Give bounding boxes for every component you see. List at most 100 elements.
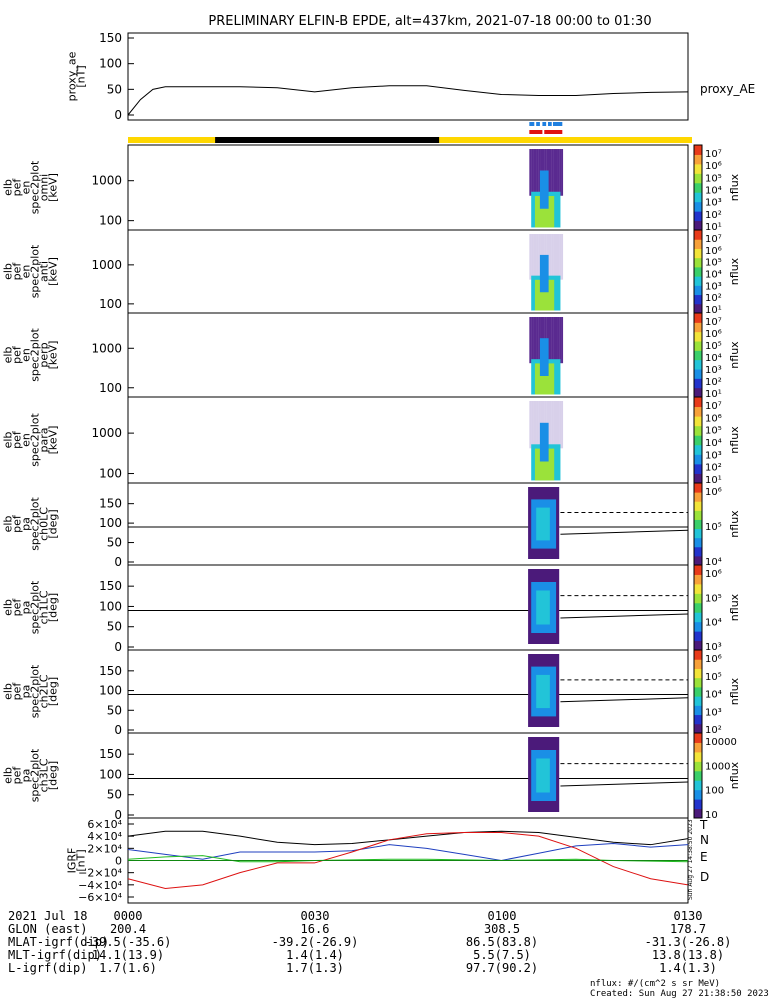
proxy-ae-line <box>127 85 689 116</box>
tick-label: 0 <box>114 640 122 654</box>
axis-label-line: [nT] <box>75 65 88 87</box>
colorbar-tick: 10³ <box>705 642 722 653</box>
colorbar-tick: 10⁶ <box>705 487 722 498</box>
colorbar-segment <box>694 574 702 585</box>
colorbar-tick: 1000 <box>705 761 730 772</box>
colorbar-tick: 10¹ <box>705 475 722 486</box>
spectrogram-cell <box>534 401 537 449</box>
axis-label-line: proxy_ae <box>66 51 79 101</box>
tick-label: 0 <box>114 108 122 122</box>
page-title: PRELIMINARY ELFIN-B EPDE, alt=437km, 202… <box>208 14 651 29</box>
axis-label-line: pef <box>11 682 24 701</box>
axis-label-line: spec2plot <box>29 160 42 214</box>
spectrogram-cell <box>549 234 552 280</box>
spectrogram-anti <box>529 234 564 311</box>
axis-label-line: [deg] <box>47 593 60 622</box>
colorbar-tick: 10⁴ <box>705 353 722 364</box>
component-label-N: N <box>700 833 709 847</box>
axis-label-line: pef <box>11 766 24 785</box>
colorbar-segment <box>694 733 702 743</box>
colorbar-tick: 10² <box>705 463 722 474</box>
colorbar-label: nflux <box>728 257 741 285</box>
axis-label-line: en <box>20 181 33 195</box>
footer-row-value: 13.8(13.8) <box>652 948 724 962</box>
tick-label: 100 <box>99 297 122 311</box>
colorbar-segment <box>694 621 702 632</box>
tick-label: 100 <box>99 57 122 71</box>
colorbar-segment <box>694 192 702 203</box>
colorbar-ch2LC <box>693 649 703 734</box>
axis-label-line: pef <box>11 345 24 364</box>
colorbar-frame <box>693 732 703 819</box>
spectrogram-cell <box>534 279 555 311</box>
spectrogram-cell <box>536 401 539 449</box>
science-zone-marker <box>536 122 540 126</box>
science-zone-marker <box>529 122 535 126</box>
spectrogram-cell <box>533 234 536 280</box>
loss-cone-line <box>560 613 689 619</box>
tick-label: 50 <box>107 82 122 96</box>
colorbar-segment <box>694 519 702 530</box>
colorbar-tick: 10³ <box>705 365 722 376</box>
colorbar-tick: 10³ <box>705 450 722 461</box>
spectrogram-cell <box>539 422 549 462</box>
spectrogram-cell <box>536 317 539 364</box>
spectrogram-cell <box>557 401 560 449</box>
colorbar-segment <box>694 742 702 753</box>
tick-label: 100 <box>99 467 122 481</box>
colorbar-segment <box>694 416 702 427</box>
colorbar-tick: 10⁶ <box>705 654 722 665</box>
colorbar-tick: 10⁶ <box>705 569 722 580</box>
axis-label-line: en <box>20 433 33 447</box>
colorbar-segment <box>694 303 702 314</box>
footer-row-value: 97.7(90.2) <box>466 961 538 975</box>
colorbar-segment <box>694 510 702 520</box>
footer-row-value: -39.2(-26.9) <box>272 935 359 949</box>
colorbar-segment <box>694 182 702 193</box>
axis-label-line: [nT] <box>75 849 88 871</box>
spectrogram-ch0LC <box>528 487 689 559</box>
colorbar-label: nflux <box>728 510 741 538</box>
units-note: nflux: #/(cm^2 s sr MeV) <box>590 979 720 989</box>
axis-label-line: en <box>20 348 33 362</box>
created-stamp: Created: Sun Aug 27 21:38:50 2023 <box>590 989 769 999</box>
footer-row-value: 5.5(7.5) <box>473 948 531 962</box>
spectrogram-cell <box>536 149 539 196</box>
colorbar-segment <box>694 378 702 389</box>
tick-label: 150 <box>99 497 122 511</box>
colorbar-label: nflux <box>728 593 741 621</box>
spectrogram-cell <box>538 317 541 364</box>
colorbar-tick: 10⁵ <box>705 426 722 437</box>
colorbar-segment <box>694 257 702 268</box>
spectrogram-cell <box>555 401 558 449</box>
spectrogram-cell <box>536 674 550 709</box>
axis-label-line: [keV] <box>47 426 60 455</box>
axis-label-line: [keV] <box>47 173 60 202</box>
spectrogram-cell <box>534 363 555 395</box>
axis-label-line: [deg] <box>47 509 60 538</box>
spectrogram-para <box>529 401 564 481</box>
tick-label: −2×10⁴ <box>78 867 122 880</box>
axis-label-line: spec2plot <box>29 413 42 467</box>
axis-label: proxy_ae[nT] <box>66 51 88 101</box>
spectrogram-cell <box>529 401 532 449</box>
axis-label-line: ch3LC <box>38 758 51 792</box>
spectrogram-cell <box>534 149 537 196</box>
spectrogram-omni <box>529 149 564 228</box>
colorbar-segment <box>694 780 702 791</box>
axis-label-line: en <box>20 265 33 279</box>
footer-time-3: 0130 <box>674 909 703 923</box>
colorbar-segment <box>694 473 702 484</box>
axis-label-line: pef <box>11 178 24 197</box>
spectrogram-cell <box>561 317 564 364</box>
colorbar-tick: 10³ <box>705 707 722 718</box>
panel-frame-ch2LC <box>127 649 689 734</box>
tick-label: 1000 <box>91 341 122 355</box>
axis-label-line: pef <box>11 262 24 281</box>
colorbar-tick: 10⁵ <box>705 593 722 604</box>
tick-label: 1000 <box>91 426 122 440</box>
loss-cone-line <box>560 529 689 535</box>
spectrogram-cell <box>559 234 562 280</box>
spectrogram-cell <box>561 401 564 449</box>
axis-label-line: spec2plot <box>29 244 42 298</box>
